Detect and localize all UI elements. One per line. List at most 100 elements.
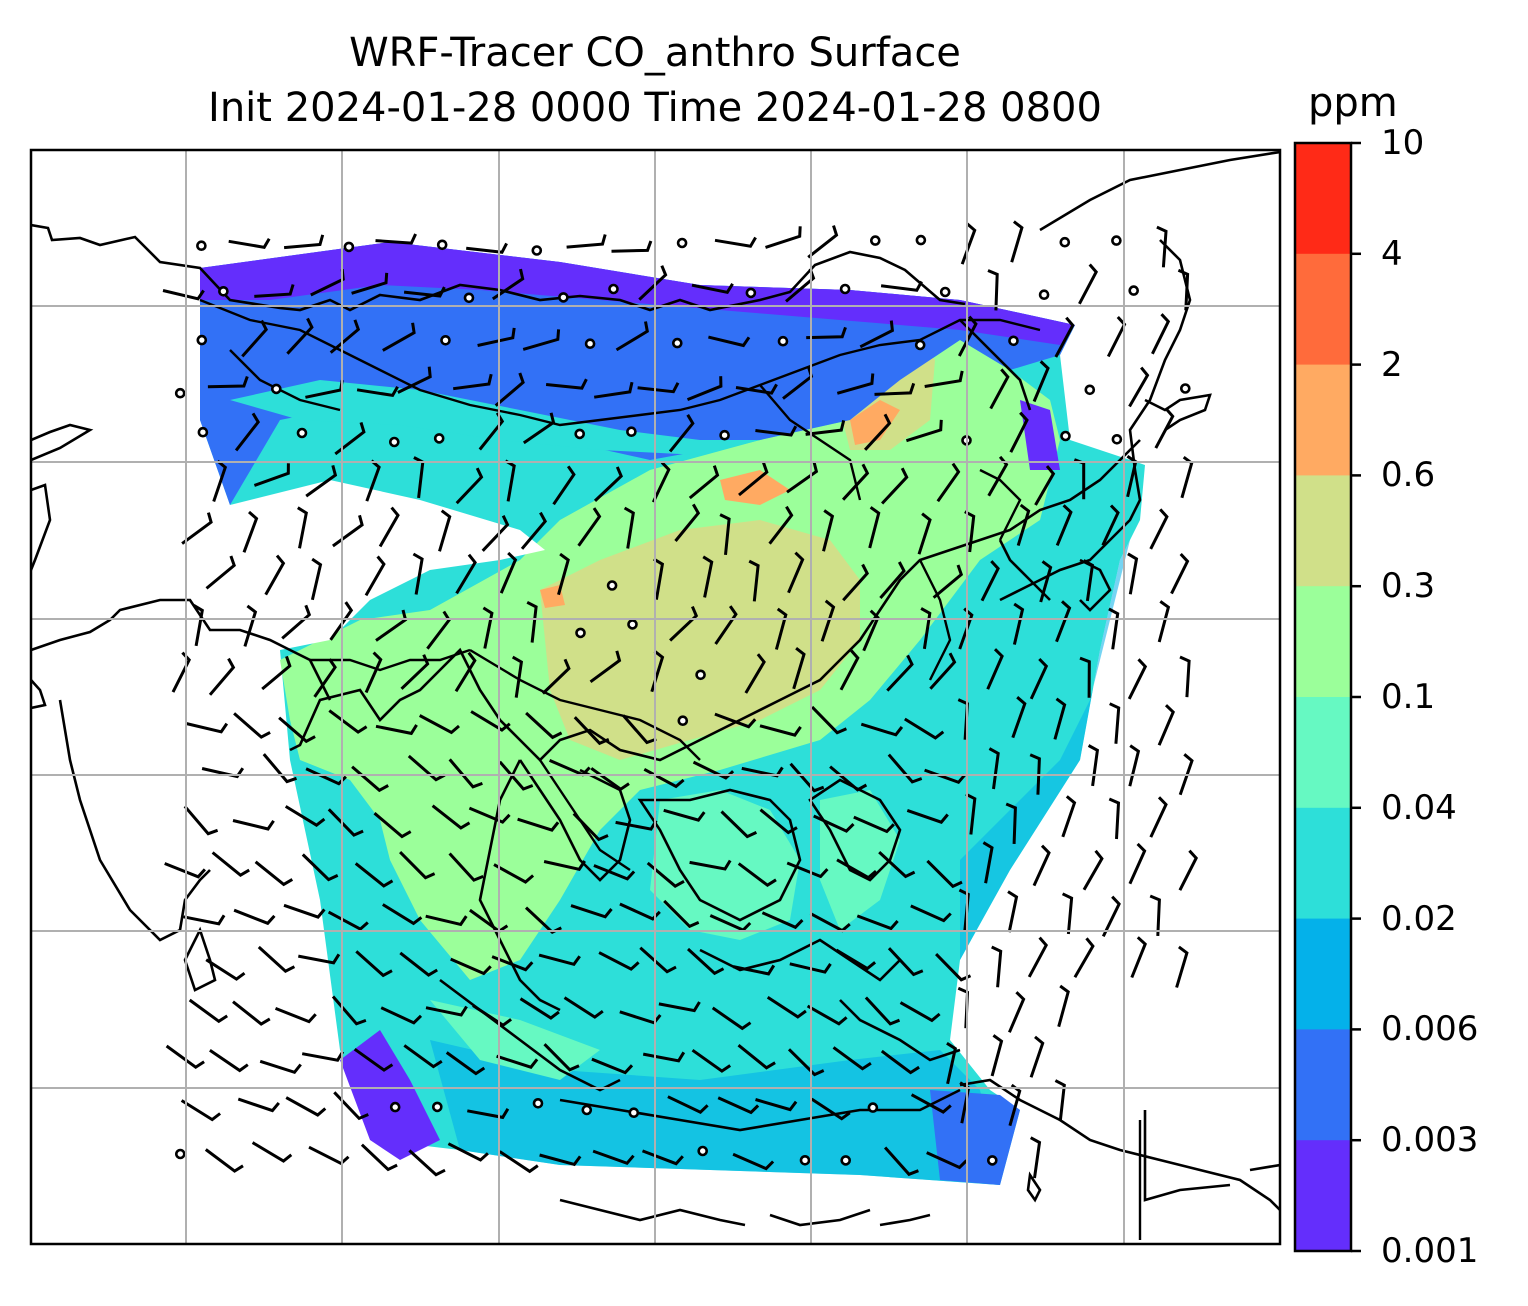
calm-marker bbox=[915, 234, 927, 246]
wind-barb bbox=[448, 758, 483, 789]
calm-marker bbox=[575, 627, 586, 639]
wind-barb bbox=[651, 461, 671, 503]
wind-barb bbox=[674, 503, 701, 542]
wind-barb bbox=[881, 467, 909, 505]
wind-barb bbox=[786, 861, 829, 879]
wind-barb bbox=[917, 512, 932, 555]
wind-barb bbox=[623, 506, 635, 549]
wind-barb bbox=[990, 1034, 1004, 1077]
wind-barb bbox=[663, 808, 706, 822]
wind-barb bbox=[1157, 704, 1175, 746]
calm-marker bbox=[196, 334, 208, 346]
maritime-land bbox=[650, 790, 800, 940]
wind-barb bbox=[714, 236, 757, 248]
wind-barb bbox=[811, 705, 847, 735]
calm-marker bbox=[1180, 383, 1191, 394]
wind-barb bbox=[1053, 697, 1067, 740]
colorbar-tick-label: 0.001 bbox=[1381, 1231, 1479, 1271]
wind-barb bbox=[1128, 744, 1141, 787]
wind-barb bbox=[400, 654, 430, 690]
wind-barb bbox=[1032, 360, 1050, 403]
wind-barb bbox=[1007, 890, 1019, 933]
wind-barb bbox=[351, 272, 389, 295]
calm-marker bbox=[343, 241, 355, 253]
wind-barbs bbox=[162, 220, 1199, 1179]
tibet-gap bbox=[200, 480, 545, 650]
wind-barb bbox=[1005, 802, 1017, 844]
wind-barb bbox=[1101, 895, 1121, 938]
wind-barb bbox=[920, 607, 932, 650]
calm-marker bbox=[626, 426, 637, 438]
wind-barb bbox=[832, 1046, 872, 1071]
calm-marker bbox=[389, 1101, 401, 1113]
north-lowest-band bbox=[200, 242, 1075, 345]
wind-barb bbox=[353, 1047, 394, 1072]
calm-marker bbox=[1128, 285, 1139, 296]
wind-barb bbox=[470, 710, 511, 732]
calm-marker bbox=[531, 245, 543, 256]
wind-barb bbox=[856, 914, 899, 931]
wind-barb bbox=[1108, 607, 1120, 650]
east-ocean-band bbox=[960, 540, 1130, 960]
wind-barb bbox=[205, 555, 236, 590]
calm-marker bbox=[1111, 235, 1122, 246]
wind-barb bbox=[499, 551, 518, 594]
wind-barb bbox=[254, 860, 294, 887]
wind-barb bbox=[448, 852, 484, 882]
wind-barb bbox=[397, 366, 432, 394]
wind-barb bbox=[669, 606, 699, 642]
wind-barb bbox=[329, 601, 354, 641]
wind-barb bbox=[188, 998, 229, 1024]
wind-barb bbox=[447, 1142, 489, 1162]
wind-barb bbox=[1029, 1035, 1045, 1078]
wind-barb bbox=[874, 382, 916, 396]
calm-marker bbox=[196, 240, 207, 251]
wind-barb bbox=[538, 953, 581, 967]
map-title-line2: Init 2024-01-28 0000 Time 2024-01-28 080… bbox=[208, 85, 1102, 131]
wind-barb bbox=[708, 335, 751, 348]
wind-barb bbox=[1012, 602, 1025, 645]
wind-barb bbox=[982, 841, 994, 884]
wind-barb bbox=[987, 269, 999, 311]
wind-barb bbox=[254, 284, 295, 298]
wind-barb bbox=[1034, 465, 1056, 506]
wind-barb bbox=[841, 463, 870, 501]
calm-marker bbox=[197, 426, 209, 438]
wind-barb bbox=[375, 233, 417, 245]
colorbar-tick-label: 0.006 bbox=[1381, 1009, 1479, 1050]
colorbar-unit: ppm bbox=[1308, 80, 1398, 126]
wind-barb bbox=[519, 997, 560, 1020]
wind-barb bbox=[472, 1004, 512, 1028]
calm-wind-markers bbox=[174, 234, 1191, 1166]
wind-barb bbox=[755, 1098, 798, 1112]
calm-marker bbox=[584, 338, 596, 350]
wind-barb bbox=[807, 225, 839, 259]
calm-marker bbox=[671, 337, 683, 349]
wind-barb bbox=[1170, 552, 1190, 595]
wind-barb bbox=[822, 509, 835, 552]
calm-marker bbox=[532, 1098, 544, 1109]
wind-barb bbox=[886, 654, 914, 692]
wind-barb bbox=[593, 864, 636, 881]
wind-barb bbox=[327, 808, 364, 837]
wind-barb bbox=[364, 651, 383, 694]
wind-barb bbox=[329, 319, 361, 354]
calm-marker bbox=[558, 292, 569, 303]
wind-barb bbox=[511, 655, 524, 698]
calm-marker bbox=[1059, 236, 1071, 248]
wind-barb bbox=[887, 947, 924, 977]
wind-barb bbox=[455, 467, 484, 505]
colorbar-segment bbox=[1295, 697, 1351, 809]
wind-barb bbox=[425, 1005, 468, 1017]
colorbar-tick-label: 10 bbox=[1381, 123, 1425, 163]
wind-barb bbox=[738, 462, 769, 497]
wind-barb bbox=[737, 862, 777, 888]
wind-barb bbox=[208, 657, 236, 696]
wind-barb bbox=[862, 609, 880, 652]
wind-barb bbox=[251, 1141, 293, 1163]
wind-barb bbox=[905, 419, 943, 443]
wind-barb bbox=[407, 754, 446, 782]
wind-barb bbox=[262, 753, 297, 784]
calm-marker bbox=[939, 286, 951, 298]
wind-barb bbox=[1029, 1136, 1042, 1179]
